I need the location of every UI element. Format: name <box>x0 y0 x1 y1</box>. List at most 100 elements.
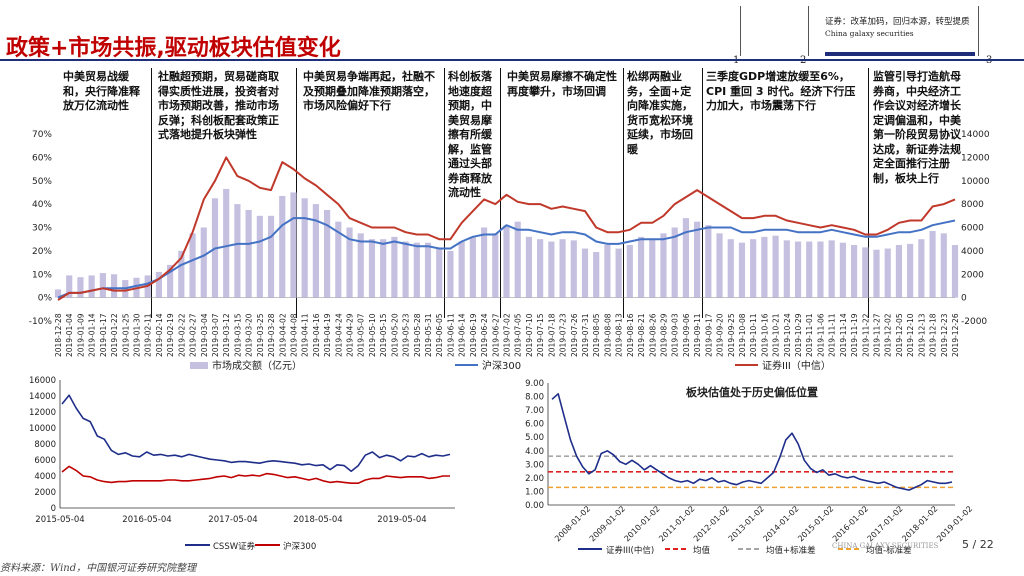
x-axis-tick: 2019-07-05 <box>514 313 523 357</box>
x-axis-tick: 2019-06-05 <box>435 313 444 357</box>
header-divider-3 <box>978 6 979 56</box>
legend2-cssw-label: CSSW证券 <box>213 541 256 552</box>
chart2-y-tick: 2000 <box>34 488 56 498</box>
separator-4 <box>500 68 501 318</box>
turnover-bar <box>559 239 566 298</box>
x-axis-tick: 2019-11-27 <box>873 313 882 357</box>
x-axis-tick: 2019-04-29 <box>346 313 355 357</box>
x-axis-tick: 2019-09-03 <box>671 313 680 357</box>
turnover-bar <box>626 245 633 298</box>
annotation-6: 松绑两融业务，全面+定向降准实施，货币宽松环境延续，市场回暖 <box>627 70 693 156</box>
turnover-bar <box>873 249 880 298</box>
separator-3 <box>444 68 445 318</box>
chart3-x-tick: 2013-01-02 <box>727 504 766 543</box>
legend-bar-swatch <box>190 362 208 369</box>
turnover-bar <box>312 204 319 298</box>
turnover-bar <box>593 252 600 298</box>
turnover-bar <box>929 231 936 298</box>
x-axis-tick: 2019-08-29 <box>659 313 668 357</box>
x-axis-tick: 2019-11-14 <box>839 313 848 357</box>
x-axis-tick: 2019-10-08 <box>738 313 747 357</box>
chart3-x-tick: 2016-01-02 <box>831 504 870 543</box>
page-number: 5 / 22 <box>962 538 994 551</box>
turnover-bar <box>895 245 903 298</box>
chart2-y-tick: 10000 <box>29 424 56 434</box>
x-axis-tick: 2019-12-26 <box>951 313 960 357</box>
turnover-bar <box>682 218 689 298</box>
x-axis-tick: 2019-04-08 <box>289 313 298 357</box>
x-axis-tick: 2019-01-17 <box>99 313 108 357</box>
chart2-y-tick: 14000 <box>29 392 56 402</box>
turnover-bar <box>144 275 151 298</box>
x-axis-tick: 2019-01-25 <box>121 313 130 357</box>
x-axis-tick: 2019-02-14 <box>155 313 164 357</box>
annotation-4: 科创板落地速度超预期，中美贸易摩擦有所缓解，监管通过头部券商释放流动性 <box>448 70 492 199</box>
right-axis-tick: 8000 <box>961 200 984 210</box>
watermark: CHINA GALAXY SECURITIES <box>832 542 939 550</box>
x-axis-tick: 2019-01-04 <box>65 313 74 357</box>
turnover-bar <box>54 289 62 298</box>
chart3-y-tick: 7.00 <box>525 406 544 416</box>
turnover-bar <box>436 248 443 298</box>
turnover-bar <box>537 239 544 298</box>
footer-source: 资料来源：Wind，中国银河证券研究院整理 <box>0 563 197 574</box>
x-axis-tick: 2019-09-11 <box>693 313 702 357</box>
turnover-bar <box>649 239 656 298</box>
chart2-y-tick: 16000 <box>29 376 56 386</box>
x-axis-tick: 2019-01-30 <box>132 313 141 357</box>
chart2-y-tick: 0 <box>51 504 56 514</box>
header-text-en: China galaxy securities <box>825 29 914 38</box>
turnover-bar <box>301 198 308 298</box>
x-axis-tick: 2019-05-20 <box>390 313 399 357</box>
turnover-bar <box>694 221 701 298</box>
turnover-bar <box>514 221 521 298</box>
turnover-bar <box>110 274 118 298</box>
header-bar <box>825 52 975 56</box>
chart2-y-tick: 4000 <box>34 472 56 482</box>
chart2-x-tick: 2015-05-04 <box>35 515 84 525</box>
chart2-x-tick: 2019-05-04 <box>377 515 426 525</box>
turnover-bar <box>469 236 476 298</box>
x-axis-tick: 2019-05-31 <box>424 313 433 357</box>
x-axis-tick: 2019-11-22 <box>861 313 870 357</box>
turnover-bar <box>907 243 914 298</box>
turnover-bar <box>357 233 364 298</box>
annotation-2: 社融超预期，贸易磋商取得实质性进展，投资者对市场预期改善，推动市场反弹；科创板配… <box>158 70 279 141</box>
x-axis-tick: 2019-12-05 <box>895 313 904 357</box>
turnover-bar <box>122 280 129 298</box>
right-axis-tick: 12000 <box>961 153 990 163</box>
turnover-bar <box>368 239 376 298</box>
x-axis-tick: 2019-07-10 <box>525 313 534 357</box>
chart2-y-tick: 6000 <box>34 456 56 466</box>
chart3-title: 板块估值处于历史偏低位置 <box>686 385 818 399</box>
x-axis-tick: 2019-11-19 <box>850 313 859 357</box>
x-axis-tick: 2019-08-26 <box>648 313 657 357</box>
cssw-line <box>61 394 451 472</box>
chart3-x-tick: 2017-01-02 <box>866 504 905 543</box>
annotation-5: 中美贸易摩擦不确定性再度攀升，市场回调 <box>507 70 617 98</box>
separator-5 <box>623 68 624 318</box>
left-axis-tick: 70% <box>32 130 52 140</box>
turnover-bar <box>548 241 555 298</box>
turnover-bar <box>380 239 387 298</box>
x-axis-tick: 2019-08-05 <box>592 313 601 357</box>
x-axis-tick: 2019-03-12 <box>222 313 231 357</box>
x-axis-tick: 2019-08-08 <box>603 313 612 357</box>
chart3-y-tick: 4.00 <box>525 447 544 457</box>
right-axis-tick: 14000 <box>961 130 990 140</box>
x-axis-tick: 2019-06-24 <box>480 313 489 357</box>
separator-7 <box>868 68 869 318</box>
header-text: 证券：改革加码，回归本源，转型提质 China galaxy securitie… <box>825 16 975 40</box>
turnover-bar <box>447 250 454 298</box>
legend2-hs300-label: 沪深300 <box>283 541 316 552</box>
chart3-y-tick: 1.00 <box>525 487 544 497</box>
turnover-bar <box>77 277 84 298</box>
x-axis-tick: 2019-09-17 <box>704 313 713 357</box>
turnover-bar <box>391 236 398 298</box>
x-axis-tick: 2019-07-15 <box>536 313 545 357</box>
turnover-bar <box>223 188 230 298</box>
header-rule <box>0 59 1024 61</box>
annotation-1: 中美贸易战缓和，央行降准释放万亿流动性 <box>63 70 140 112</box>
x-axis-tick: 2019-05-15 <box>379 313 388 357</box>
turnover-bar <box>424 242 432 298</box>
